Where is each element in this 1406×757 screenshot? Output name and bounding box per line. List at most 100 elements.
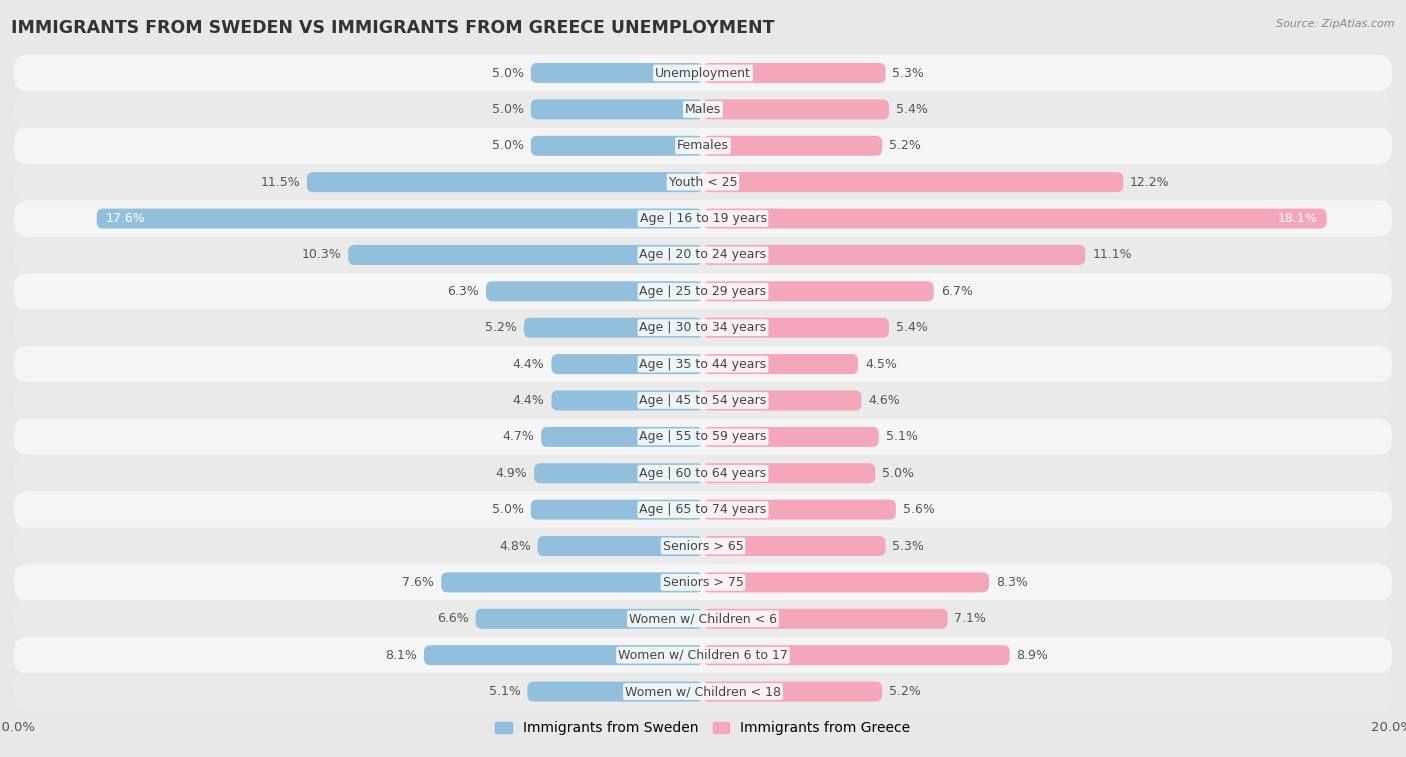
Text: 7.6%: 7.6% [402, 576, 434, 589]
Text: Seniors > 65: Seniors > 65 [662, 540, 744, 553]
Text: Age | 45 to 54 years: Age | 45 to 54 years [640, 394, 766, 407]
Text: 11.5%: 11.5% [260, 176, 299, 188]
Text: 4.7%: 4.7% [502, 431, 534, 444]
FancyBboxPatch shape [486, 282, 703, 301]
FancyBboxPatch shape [703, 463, 875, 483]
FancyBboxPatch shape [14, 419, 1392, 455]
FancyBboxPatch shape [703, 681, 882, 702]
FancyBboxPatch shape [703, 609, 948, 629]
Text: 5.2%: 5.2% [889, 139, 921, 152]
FancyBboxPatch shape [703, 500, 896, 519]
FancyBboxPatch shape [703, 427, 879, 447]
Text: 7.1%: 7.1% [955, 612, 987, 625]
Text: Age | 55 to 59 years: Age | 55 to 59 years [640, 431, 766, 444]
FancyBboxPatch shape [551, 391, 703, 410]
Text: 5.3%: 5.3% [893, 540, 924, 553]
Text: 11.1%: 11.1% [1092, 248, 1132, 261]
Text: Source: ZipAtlas.com: Source: ZipAtlas.com [1277, 19, 1395, 29]
Text: 8.1%: 8.1% [385, 649, 418, 662]
Text: Women w/ Children < 6: Women w/ Children < 6 [628, 612, 778, 625]
FancyBboxPatch shape [14, 128, 1392, 164]
Text: 5.1%: 5.1% [488, 685, 520, 698]
FancyBboxPatch shape [14, 201, 1392, 237]
FancyBboxPatch shape [703, 391, 862, 410]
Text: Age | 60 to 64 years: Age | 60 to 64 years [640, 467, 766, 480]
Text: 12.2%: 12.2% [1130, 176, 1170, 188]
FancyBboxPatch shape [534, 463, 703, 483]
FancyBboxPatch shape [703, 645, 1010, 665]
FancyBboxPatch shape [14, 273, 1392, 310]
Text: Age | 16 to 19 years: Age | 16 to 19 years [640, 212, 766, 225]
Text: 5.0%: 5.0% [492, 103, 524, 116]
FancyBboxPatch shape [551, 354, 703, 374]
Text: Seniors > 75: Seniors > 75 [662, 576, 744, 589]
Text: 5.6%: 5.6% [903, 503, 935, 516]
FancyBboxPatch shape [14, 637, 1392, 674]
FancyBboxPatch shape [14, 455, 1392, 491]
FancyBboxPatch shape [425, 645, 703, 665]
Text: Females: Females [678, 139, 728, 152]
Legend: Immigrants from Sweden, Immigrants from Greece: Immigrants from Sweden, Immigrants from … [489, 716, 917, 741]
Text: 5.2%: 5.2% [485, 321, 517, 334]
FancyBboxPatch shape [703, 63, 886, 83]
FancyBboxPatch shape [97, 208, 703, 229]
FancyBboxPatch shape [703, 318, 889, 338]
Text: 6.7%: 6.7% [941, 285, 973, 298]
Text: 4.6%: 4.6% [869, 394, 900, 407]
Text: 5.3%: 5.3% [893, 67, 924, 79]
FancyBboxPatch shape [524, 318, 703, 338]
FancyBboxPatch shape [703, 245, 1085, 265]
FancyBboxPatch shape [703, 572, 988, 593]
Text: Males: Males [685, 103, 721, 116]
FancyBboxPatch shape [14, 600, 1392, 637]
Text: 5.0%: 5.0% [492, 503, 524, 516]
FancyBboxPatch shape [441, 572, 703, 593]
Text: 4.4%: 4.4% [513, 394, 544, 407]
FancyBboxPatch shape [703, 208, 1326, 229]
FancyBboxPatch shape [703, 354, 858, 374]
Text: 5.0%: 5.0% [882, 467, 914, 480]
FancyBboxPatch shape [527, 681, 703, 702]
Text: 5.4%: 5.4% [896, 103, 928, 116]
Text: 4.9%: 4.9% [495, 467, 527, 480]
Text: 5.1%: 5.1% [886, 431, 918, 444]
Text: 8.3%: 8.3% [995, 576, 1028, 589]
Text: 4.5%: 4.5% [865, 357, 897, 371]
FancyBboxPatch shape [531, 500, 703, 519]
Text: 4.8%: 4.8% [499, 540, 531, 553]
Text: Age | 65 to 74 years: Age | 65 to 74 years [640, 503, 766, 516]
Text: 5.0%: 5.0% [492, 139, 524, 152]
FancyBboxPatch shape [307, 172, 703, 192]
Text: Women w/ Children 6 to 17: Women w/ Children 6 to 17 [619, 649, 787, 662]
Text: Unemployment: Unemployment [655, 67, 751, 79]
FancyBboxPatch shape [14, 237, 1392, 273]
Text: 10.3%: 10.3% [301, 248, 342, 261]
Text: 6.6%: 6.6% [437, 612, 468, 625]
Text: 17.6%: 17.6% [105, 212, 145, 225]
Text: 6.3%: 6.3% [447, 285, 479, 298]
FancyBboxPatch shape [14, 528, 1392, 564]
Text: 8.9%: 8.9% [1017, 649, 1049, 662]
FancyBboxPatch shape [531, 99, 703, 120]
FancyBboxPatch shape [14, 55, 1392, 91]
FancyBboxPatch shape [703, 282, 934, 301]
FancyBboxPatch shape [14, 91, 1392, 128]
Text: 4.4%: 4.4% [513, 357, 544, 371]
FancyBboxPatch shape [531, 136, 703, 156]
Text: IMMIGRANTS FROM SWEDEN VS IMMIGRANTS FROM GREECE UNEMPLOYMENT: IMMIGRANTS FROM SWEDEN VS IMMIGRANTS FRO… [11, 19, 775, 37]
Text: Women w/ Children < 18: Women w/ Children < 18 [626, 685, 780, 698]
Text: 18.1%: 18.1% [1278, 212, 1317, 225]
FancyBboxPatch shape [14, 310, 1392, 346]
FancyBboxPatch shape [14, 164, 1392, 201]
Text: 5.0%: 5.0% [492, 67, 524, 79]
Text: Age | 35 to 44 years: Age | 35 to 44 years [640, 357, 766, 371]
Text: Youth < 25: Youth < 25 [669, 176, 737, 188]
FancyBboxPatch shape [475, 609, 703, 629]
FancyBboxPatch shape [14, 382, 1392, 419]
Text: 5.2%: 5.2% [889, 685, 921, 698]
FancyBboxPatch shape [349, 245, 703, 265]
Text: Age | 25 to 29 years: Age | 25 to 29 years [640, 285, 766, 298]
FancyBboxPatch shape [703, 136, 882, 156]
FancyBboxPatch shape [703, 536, 886, 556]
FancyBboxPatch shape [703, 99, 889, 120]
